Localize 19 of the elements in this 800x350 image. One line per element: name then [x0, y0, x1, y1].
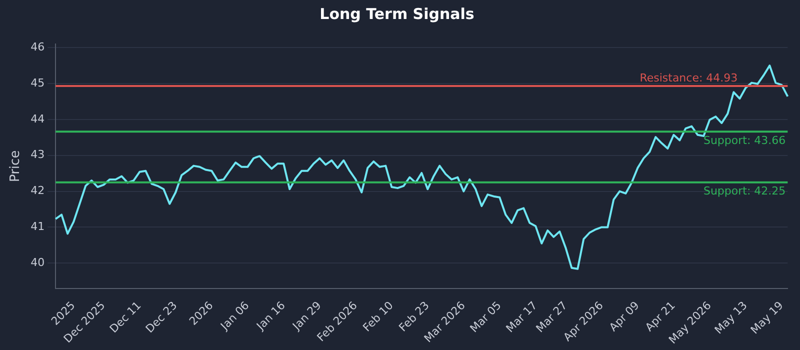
x-tick-label: Apr 09 — [606, 298, 642, 334]
x-tick-label: Jan 16 — [254, 298, 288, 334]
x-tick-label: Dec 23 — [143, 298, 180, 336]
y-tick-label: 46 — [30, 40, 45, 54]
y-tick-label: 42 — [30, 184, 45, 198]
x-tick-label: Feb 10 — [360, 298, 396, 334]
x-tick-label: Dec 11 — [107, 298, 144, 336]
y-tick-label: 41 — [30, 220, 45, 234]
chart-title: Long Term Signals — [320, 4, 474, 23]
y-tick-label: 44 — [30, 112, 45, 126]
ref-line-label: Support: 42.25 — [703, 184, 786, 198]
y-tick-label: 45 — [30, 76, 45, 90]
y-tick-label: 43 — [30, 148, 45, 162]
y-axis-title: Price — [8, 150, 24, 182]
ref-line-label: Support: 43.66 — [703, 134, 786, 148]
x-tick-label: Jan 06 — [217, 298, 252, 334]
y-tick-label: 40 — [30, 256, 45, 270]
ref-line-label: Resistance: 44.93 — [640, 71, 738, 84]
x-tick-label: Mar 05 — [468, 298, 504, 336]
